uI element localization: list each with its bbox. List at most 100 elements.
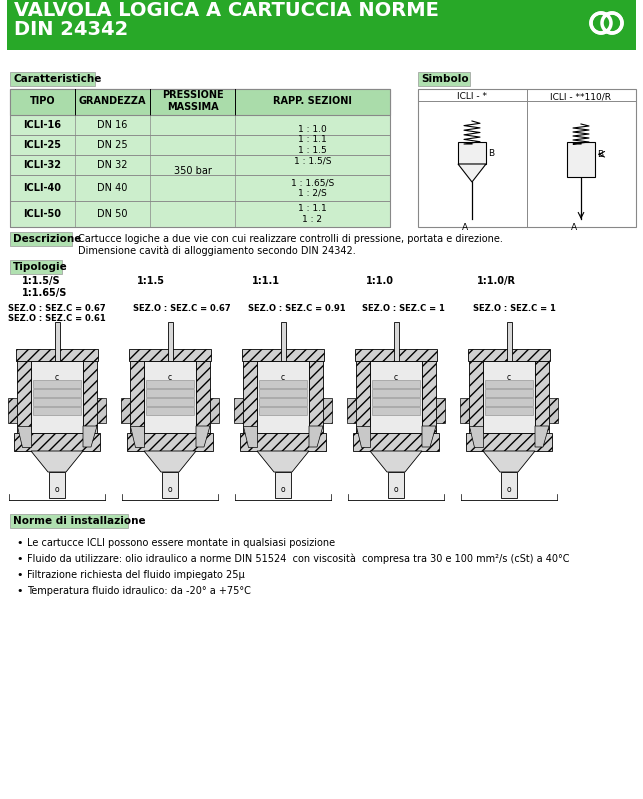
Bar	[388, 472, 404, 498]
Text: 1:1.5: 1:1.5	[137, 276, 165, 286]
Polygon shape	[535, 426, 549, 447]
Text: o: o	[507, 486, 511, 495]
Polygon shape	[356, 426, 370, 447]
Text: c: c	[281, 372, 285, 381]
Bar	[8, 398, 17, 423]
Bar	[129, 349, 211, 361]
Polygon shape	[31, 451, 83, 472]
Text: TIPO: TIPO	[30, 96, 55, 106]
Bar	[146, 407, 194, 415]
Bar	[507, 322, 512, 361]
Circle shape	[595, 17, 608, 30]
Polygon shape	[130, 426, 144, 447]
Bar	[372, 389, 420, 397]
Text: A: A	[571, 223, 577, 232]
Text: Norme di installazione: Norme di installazione	[13, 516, 145, 526]
Text: ICLI-25: ICLI-25	[24, 140, 62, 150]
Bar	[501, 472, 517, 498]
Text: c: c	[394, 372, 398, 381]
Bar	[31, 451, 83, 472]
Bar	[240, 433, 326, 451]
Bar	[210, 398, 219, 423]
Bar	[372, 407, 420, 415]
Bar	[10, 155, 390, 175]
Bar	[485, 407, 533, 415]
Bar	[259, 407, 307, 415]
Bar	[466, 433, 552, 451]
Bar	[353, 433, 439, 451]
Bar	[281, 322, 286, 361]
Text: RAPP. SEZIONI: RAPP. SEZIONI	[273, 96, 352, 106]
Text: o: o	[394, 486, 398, 495]
Bar	[347, 398, 356, 423]
Bar	[259, 380, 307, 388]
Bar	[372, 398, 420, 406]
Text: Temperatura fluido idraulico: da -20° a +75°C: Temperatura fluido idraulico: da -20° a …	[27, 586, 251, 596]
Text: Tipologie: Tipologie	[13, 262, 68, 272]
Polygon shape	[483, 451, 535, 472]
Bar	[146, 389, 194, 397]
Text: 1 : 1.65/S
1 : 2/S: 1 : 1.65/S 1 : 2/S	[291, 178, 334, 197]
Polygon shape	[144, 451, 196, 472]
Bar	[10, 514, 128, 528]
Bar	[418, 89, 636, 227]
Bar	[144, 451, 196, 472]
Bar	[10, 201, 390, 227]
Bar	[10, 89, 390, 115]
Bar	[31, 361, 83, 433]
Text: •: •	[16, 586, 23, 596]
Bar	[356, 361, 370, 433]
Bar	[418, 72, 470, 86]
Text: DN 50: DN 50	[97, 209, 128, 219]
Bar	[196, 361, 210, 433]
Bar	[394, 322, 399, 361]
Text: 1 : 1.1
1 : 2: 1 : 1.1 1 : 2	[298, 205, 327, 224]
Text: B: B	[597, 149, 603, 159]
Bar	[567, 142, 595, 177]
Polygon shape	[257, 451, 309, 472]
Bar	[436, 398, 445, 423]
Text: GRANDEZZA: GRANDEZZA	[78, 96, 146, 106]
Bar	[257, 361, 309, 433]
Polygon shape	[370, 451, 422, 472]
Text: ICLI - *: ICLI - *	[457, 92, 487, 101]
Polygon shape	[469, 426, 483, 447]
Text: SEZ.O : SEZ.C = 0.67: SEZ.O : SEZ.C = 0.67	[133, 304, 231, 313]
Bar	[370, 451, 422, 472]
Bar	[257, 451, 309, 472]
Polygon shape	[17, 426, 31, 447]
Bar	[422, 361, 436, 433]
Bar	[483, 361, 535, 433]
Text: VALVOLA LOGICA A CARTUCCIA NORME: VALVOLA LOGICA A CARTUCCIA NORME	[14, 1, 439, 20]
Bar	[468, 349, 550, 361]
Bar	[14, 433, 100, 451]
Bar	[33, 389, 81, 397]
Bar	[10, 115, 390, 135]
Text: o: o	[55, 486, 59, 495]
Text: •: •	[16, 554, 23, 564]
Text: 350 bar: 350 bar	[174, 166, 212, 176]
Bar	[309, 361, 323, 433]
Bar	[144, 361, 196, 433]
Bar	[485, 380, 533, 388]
Polygon shape	[309, 426, 323, 447]
Bar	[10, 135, 390, 155]
Bar	[168, 322, 173, 361]
Polygon shape	[458, 164, 486, 182]
Text: ICLI - **110/R: ICLI - **110/R	[550, 92, 611, 101]
Polygon shape	[422, 426, 436, 447]
Text: Fluido da utilizzare: olio idraulico a norme DIN 51524  con viscosità  compresa : Fluido da utilizzare: olio idraulico a n…	[27, 554, 570, 565]
Bar	[130, 361, 144, 433]
Text: Simbolo: Simbolo	[421, 74, 469, 84]
Bar	[33, 398, 81, 406]
Bar	[162, 472, 178, 498]
Bar	[275, 472, 291, 498]
Polygon shape	[196, 426, 210, 447]
Bar	[7, 0, 636, 50]
Bar	[16, 349, 98, 361]
Text: c: c	[507, 372, 511, 381]
Bar	[535, 361, 549, 433]
Text: ICLI-50: ICLI-50	[24, 209, 62, 219]
Bar	[10, 175, 390, 201]
Bar	[372, 380, 420, 388]
